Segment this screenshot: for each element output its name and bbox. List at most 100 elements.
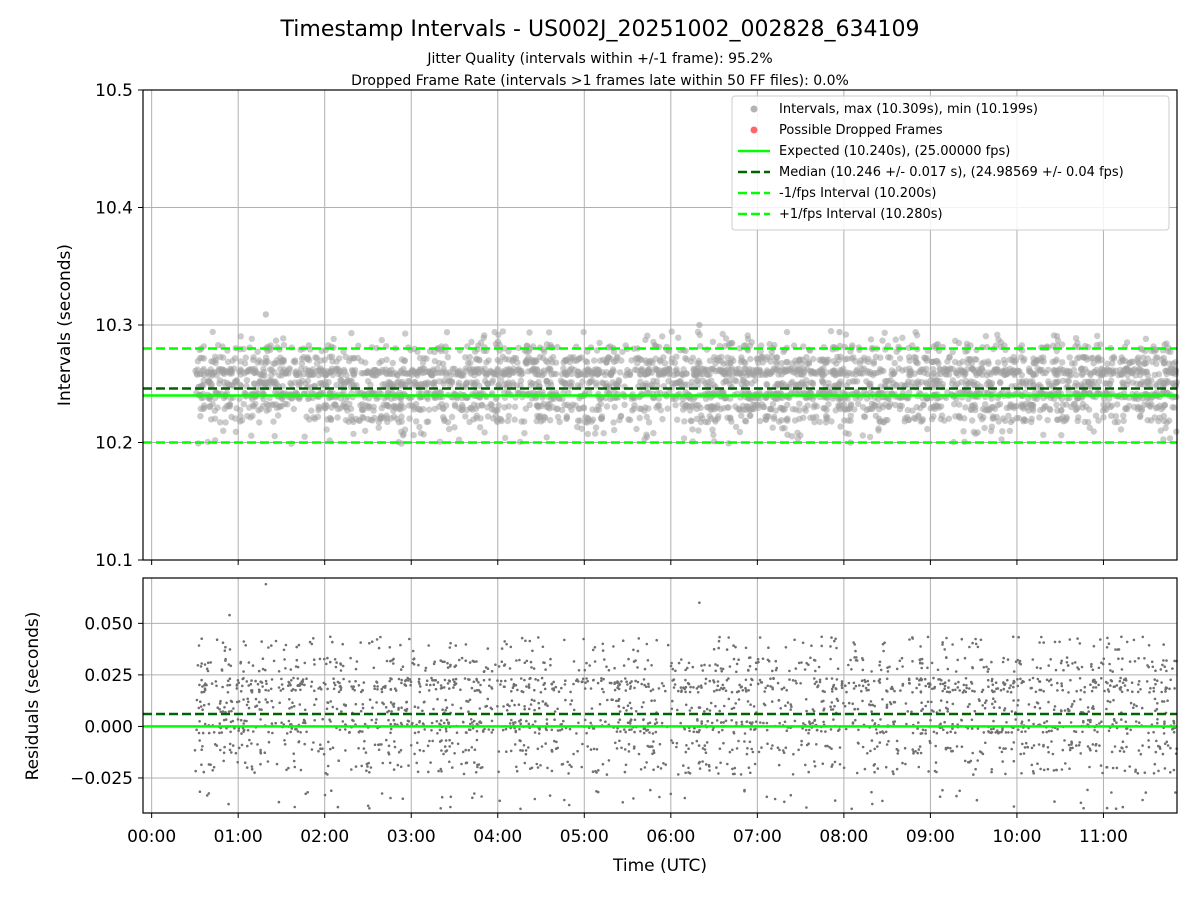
interval-point — [929, 403, 937, 411]
residual-point — [467, 748, 471, 752]
interval-point — [1002, 417, 1009, 425]
residual-point — [715, 719, 719, 722]
residual-point — [313, 689, 316, 693]
residual-point — [440, 795, 444, 799]
residual-point — [1079, 752, 1082, 755]
interval-point — [1138, 407, 1145, 414]
residual-point — [916, 751, 919, 755]
residual-point — [830, 747, 833, 750]
interval-point — [1109, 360, 1116, 367]
interval-point — [414, 348, 421, 355]
interval-point — [439, 404, 446, 412]
interval-point — [905, 416, 912, 424]
residual-point — [974, 642, 978, 646]
residual-point — [293, 765, 297, 769]
legend-label-median: Median (10.246 +/- 0.017 s), (24.98569 +… — [779, 165, 1124, 180]
residual-point — [332, 687, 336, 691]
interval-point — [406, 415, 413, 422]
residual-point — [1012, 805, 1016, 808]
residual-point — [1089, 720, 1092, 724]
interval-point — [373, 395, 380, 402]
interval-point — [823, 369, 830, 376]
interval-point — [959, 358, 966, 365]
residual-point — [727, 636, 730, 639]
interval-point — [680, 371, 687, 379]
residual-point — [280, 721, 283, 724]
interval-point — [1151, 414, 1158, 421]
residual-point — [950, 749, 953, 753]
residual-point — [692, 730, 695, 734]
interval-point — [672, 402, 679, 409]
residual-point — [335, 707, 339, 711]
interval-point — [580, 371, 587, 378]
residual-point — [332, 677, 335, 680]
residual-point — [765, 795, 769, 799]
residual-point — [615, 699, 618, 703]
residual-point — [656, 765, 660, 769]
legend-label-plus-fps: +1/fps Interval (10.280s) — [779, 207, 943, 222]
residual-point — [1160, 681, 1163, 684]
interval-point — [599, 380, 607, 387]
residual-point — [817, 665, 821, 669]
residual-point — [405, 701, 408, 704]
interval-point — [444, 419, 452, 426]
residual-point — [861, 668, 865, 672]
residual-point — [601, 642, 605, 646]
interval-point — [197, 413, 204, 420]
interval-point — [348, 367, 356, 374]
residual-point — [341, 720, 345, 723]
interval-point — [216, 380, 223, 387]
residual-point — [563, 638, 566, 642]
interval-point — [956, 401, 963, 408]
interval-point — [637, 370, 644, 377]
residual-point — [1030, 686, 1033, 690]
residual-point — [684, 750, 688, 754]
interval-point — [342, 417, 350, 424]
residual-point — [875, 731, 879, 735]
residual-point — [1121, 805, 1125, 809]
interval-point — [541, 414, 549, 421]
residual-point — [424, 669, 427, 672]
interval-point — [1006, 365, 1014, 372]
residual-point — [1152, 690, 1156, 693]
interval-point — [873, 369, 880, 377]
residual-point — [706, 719, 709, 723]
residual-point — [684, 771, 687, 775]
residual-point — [1115, 684, 1119, 687]
interval-point — [738, 412, 745, 419]
interval-point — [680, 435, 688, 442]
residual-point — [820, 644, 823, 648]
residual-point — [972, 773, 975, 776]
interval-point — [243, 377, 251, 384]
residual-point — [628, 687, 632, 690]
interval-point — [1158, 377, 1165, 384]
residual-point — [854, 718, 857, 722]
residual-point — [740, 720, 744, 724]
interval-point — [680, 395, 687, 402]
residual-point — [470, 746, 474, 749]
interval-point — [923, 379, 930, 386]
residual-point — [318, 657, 322, 661]
residual-point — [200, 662, 203, 665]
interval-point — [496, 358, 504, 365]
residual-point — [317, 749, 320, 753]
residual-point — [986, 670, 990, 673]
residual-point — [295, 658, 299, 662]
interval-point — [426, 406, 433, 413]
residual-point — [537, 701, 540, 705]
residual-point — [1123, 684, 1127, 687]
residual-point — [407, 764, 410, 767]
residual-point — [197, 731, 201, 735]
interval-point — [1106, 381, 1114, 388]
interval-point — [730, 357, 737, 364]
residual-point — [400, 678, 404, 682]
residual-point — [455, 731, 459, 734]
interval-point — [1070, 401, 1077, 408]
interval-point — [649, 359, 656, 366]
interval-point — [199, 367, 206, 374]
interval-point — [272, 401, 280, 408]
interval-point — [688, 378, 695, 386]
residual-point — [633, 686, 636, 690]
residual-point — [1054, 668, 1058, 672]
residual-point — [911, 731, 915, 735]
